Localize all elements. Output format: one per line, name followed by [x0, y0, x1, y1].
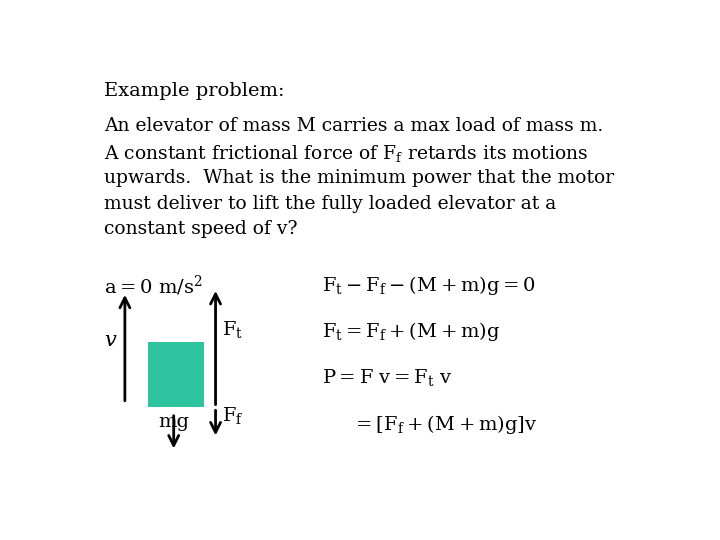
Text: mg: mg [158, 413, 189, 431]
Text: $\mathregular{P = F\ v = F_t\ v}$: $\mathregular{P = F\ v = F_t\ v}$ [323, 367, 454, 388]
Bar [148, 342, 204, 408]
Text: upwards.  What is the minimum power that the motor: upwards. What is the minimum power that … [104, 169, 614, 187]
Text: $\mathregular{= [F_f + (M+m)g]v}$: $\mathregular{= [F_f + (M+m)g]v}$ [352, 413, 537, 436]
Text: $\mathregular{F_t}$: $\mathregular{F_t}$ [222, 319, 243, 340]
Text: $\mathregular{F_f}$: $\mathregular{F_f}$ [222, 405, 243, 426]
Text: Example problem:: Example problem: [104, 82, 284, 100]
Text: $\mathregular{F_t - F_f - (M+m)g = 0}$: $\mathregular{F_t - F_f - (M+m)g = 0}$ [323, 274, 536, 297]
Text: constant speed of v?: constant speed of v? [104, 220, 297, 238]
Text: $\mathregular{F_t = F_f + (M+m)g}$: $\mathregular{F_t = F_f + (M+m)g}$ [323, 320, 501, 343]
Text: A constant frictional force of $\mathregular{F_f}$ retards its motions: A constant frictional force of $\mathreg… [104, 143, 588, 164]
Text: must deliver to lift the fully loaded elevator at a: must deliver to lift the fully loaded el… [104, 194, 557, 213]
Text: $\mathregular{a = 0\ m/s^2}$: $\mathregular{a = 0\ m/s^2}$ [104, 274, 203, 299]
Text: An elevator of mass M carries a max load of mass m.: An elevator of mass M carries a max load… [104, 117, 603, 135]
Text: v: v [104, 331, 116, 350]
